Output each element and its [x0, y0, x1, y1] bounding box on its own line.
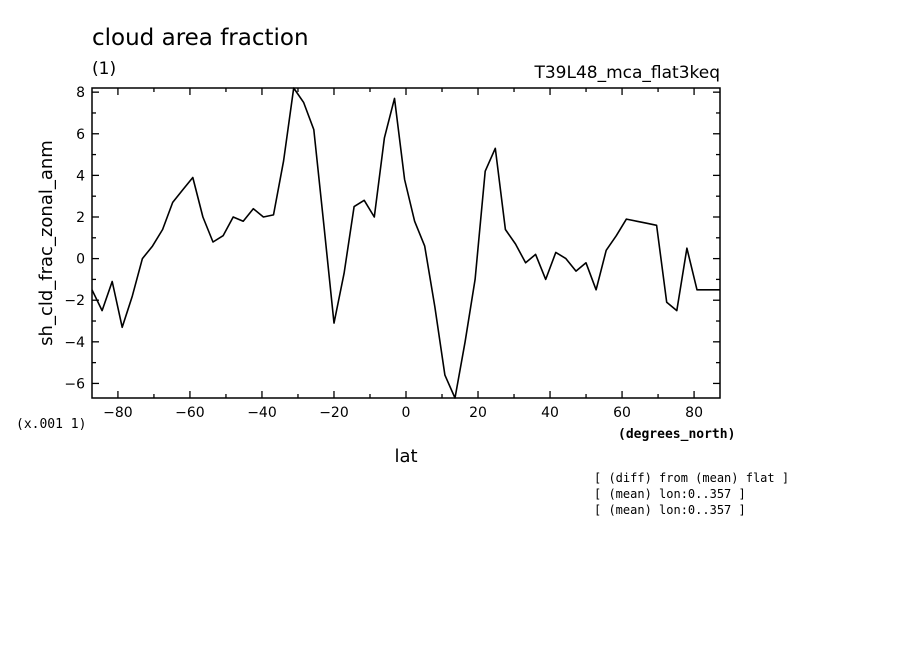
- note-line: [ (diff) from (mean) flat ]: [594, 471, 789, 485]
- x-tick-label: 60: [613, 405, 631, 421]
- units-label: (1): [92, 59, 116, 79]
- x-tick-label: −20: [319, 405, 349, 421]
- chart-title: cloud area fraction: [92, 25, 309, 51]
- y-axis-label: sh_cld_frac_zonal_anm: [36, 140, 57, 346]
- note-line: [ (mean) lon:0..357 ]: [594, 503, 746, 517]
- series-line: [91, 87, 720, 399]
- x-tick-label: −80: [103, 405, 133, 421]
- y-tick-label: 0: [76, 252, 85, 268]
- y-tick-label: −6: [64, 376, 85, 392]
- x-tick-label: 20: [469, 405, 487, 421]
- y-tick-label: 8: [76, 85, 85, 101]
- note-line: [ (mean) lon:0..357 ]: [594, 487, 746, 501]
- x-tick-label: 40: [541, 405, 559, 421]
- x-tick-label: −40: [247, 405, 277, 421]
- x-tick-label: 0: [402, 405, 411, 421]
- x-tick-label: −60: [175, 405, 205, 421]
- y-tick-label: −4: [64, 335, 85, 351]
- y-tick-labels: −6 −4 −2 0 2 4 6 8: [64, 85, 85, 392]
- dataset-label: T39L48_mca_flat3keq: [533, 63, 720, 83]
- x-tick-labels: −80 −60 −40 −20 0 20 40 60 80: [103, 405, 703, 421]
- x-tick-label: 80: [685, 405, 703, 421]
- plot-frame: [91, 87, 721, 399]
- y-tick-label: 2: [76, 210, 85, 226]
- tick-marks: [92, 88, 720, 398]
- y-scale-note: (x.001 1): [16, 417, 86, 432]
- x-axis-label: lat: [394, 446, 417, 467]
- y-tick-label: −2: [64, 293, 85, 309]
- x-units-label: (degrees_north): [618, 427, 735, 442]
- y-tick-label: 6: [76, 127, 85, 143]
- y-tick-label: 4: [76, 168, 85, 184]
